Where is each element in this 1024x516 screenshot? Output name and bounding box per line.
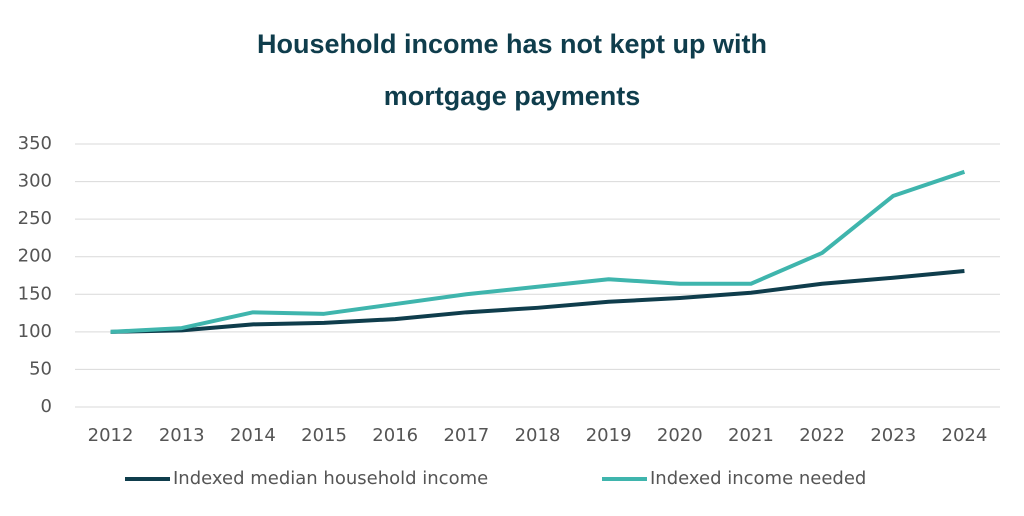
y-tick-label: 100	[18, 321, 52, 342]
x-tick-label: 2024	[942, 425, 988, 446]
x-tick-label: 2017	[443, 425, 489, 446]
x-tick-label: 2018	[515, 425, 561, 446]
y-tick-label: 0	[41, 396, 52, 417]
x-tick-label: 2019	[586, 425, 632, 446]
x-tick-label: 2020	[657, 425, 703, 446]
legend-label: Indexed median household income	[173, 468, 488, 489]
x-tick-label: 2016	[372, 425, 418, 446]
x-tick-label: 2012	[88, 425, 134, 446]
y-tick-label: 250	[18, 208, 52, 229]
x-tick-label: 2021	[728, 425, 774, 446]
y-tick-label: 200	[18, 246, 52, 267]
y-tick-label: 300	[18, 171, 52, 192]
series-line	[110, 268, 965, 334]
y-tick-label: 350	[18, 133, 52, 154]
y-tick-label: 150	[18, 283, 52, 304]
x-tick-label: 2014	[230, 425, 276, 446]
x-tick-label: 2013	[159, 425, 205, 446]
x-tick-label: 2023	[870, 425, 916, 446]
x-tick-label: 2022	[799, 425, 845, 446]
chart-title: Household income has not kept up with mo…	[256, 29, 768, 111]
x-tick-label: 2015	[301, 425, 347, 446]
legend-label: Indexed income needed	[650, 468, 866, 489]
series-line	[110, 169, 966, 334]
y-tick-label: 50	[29, 358, 52, 379]
